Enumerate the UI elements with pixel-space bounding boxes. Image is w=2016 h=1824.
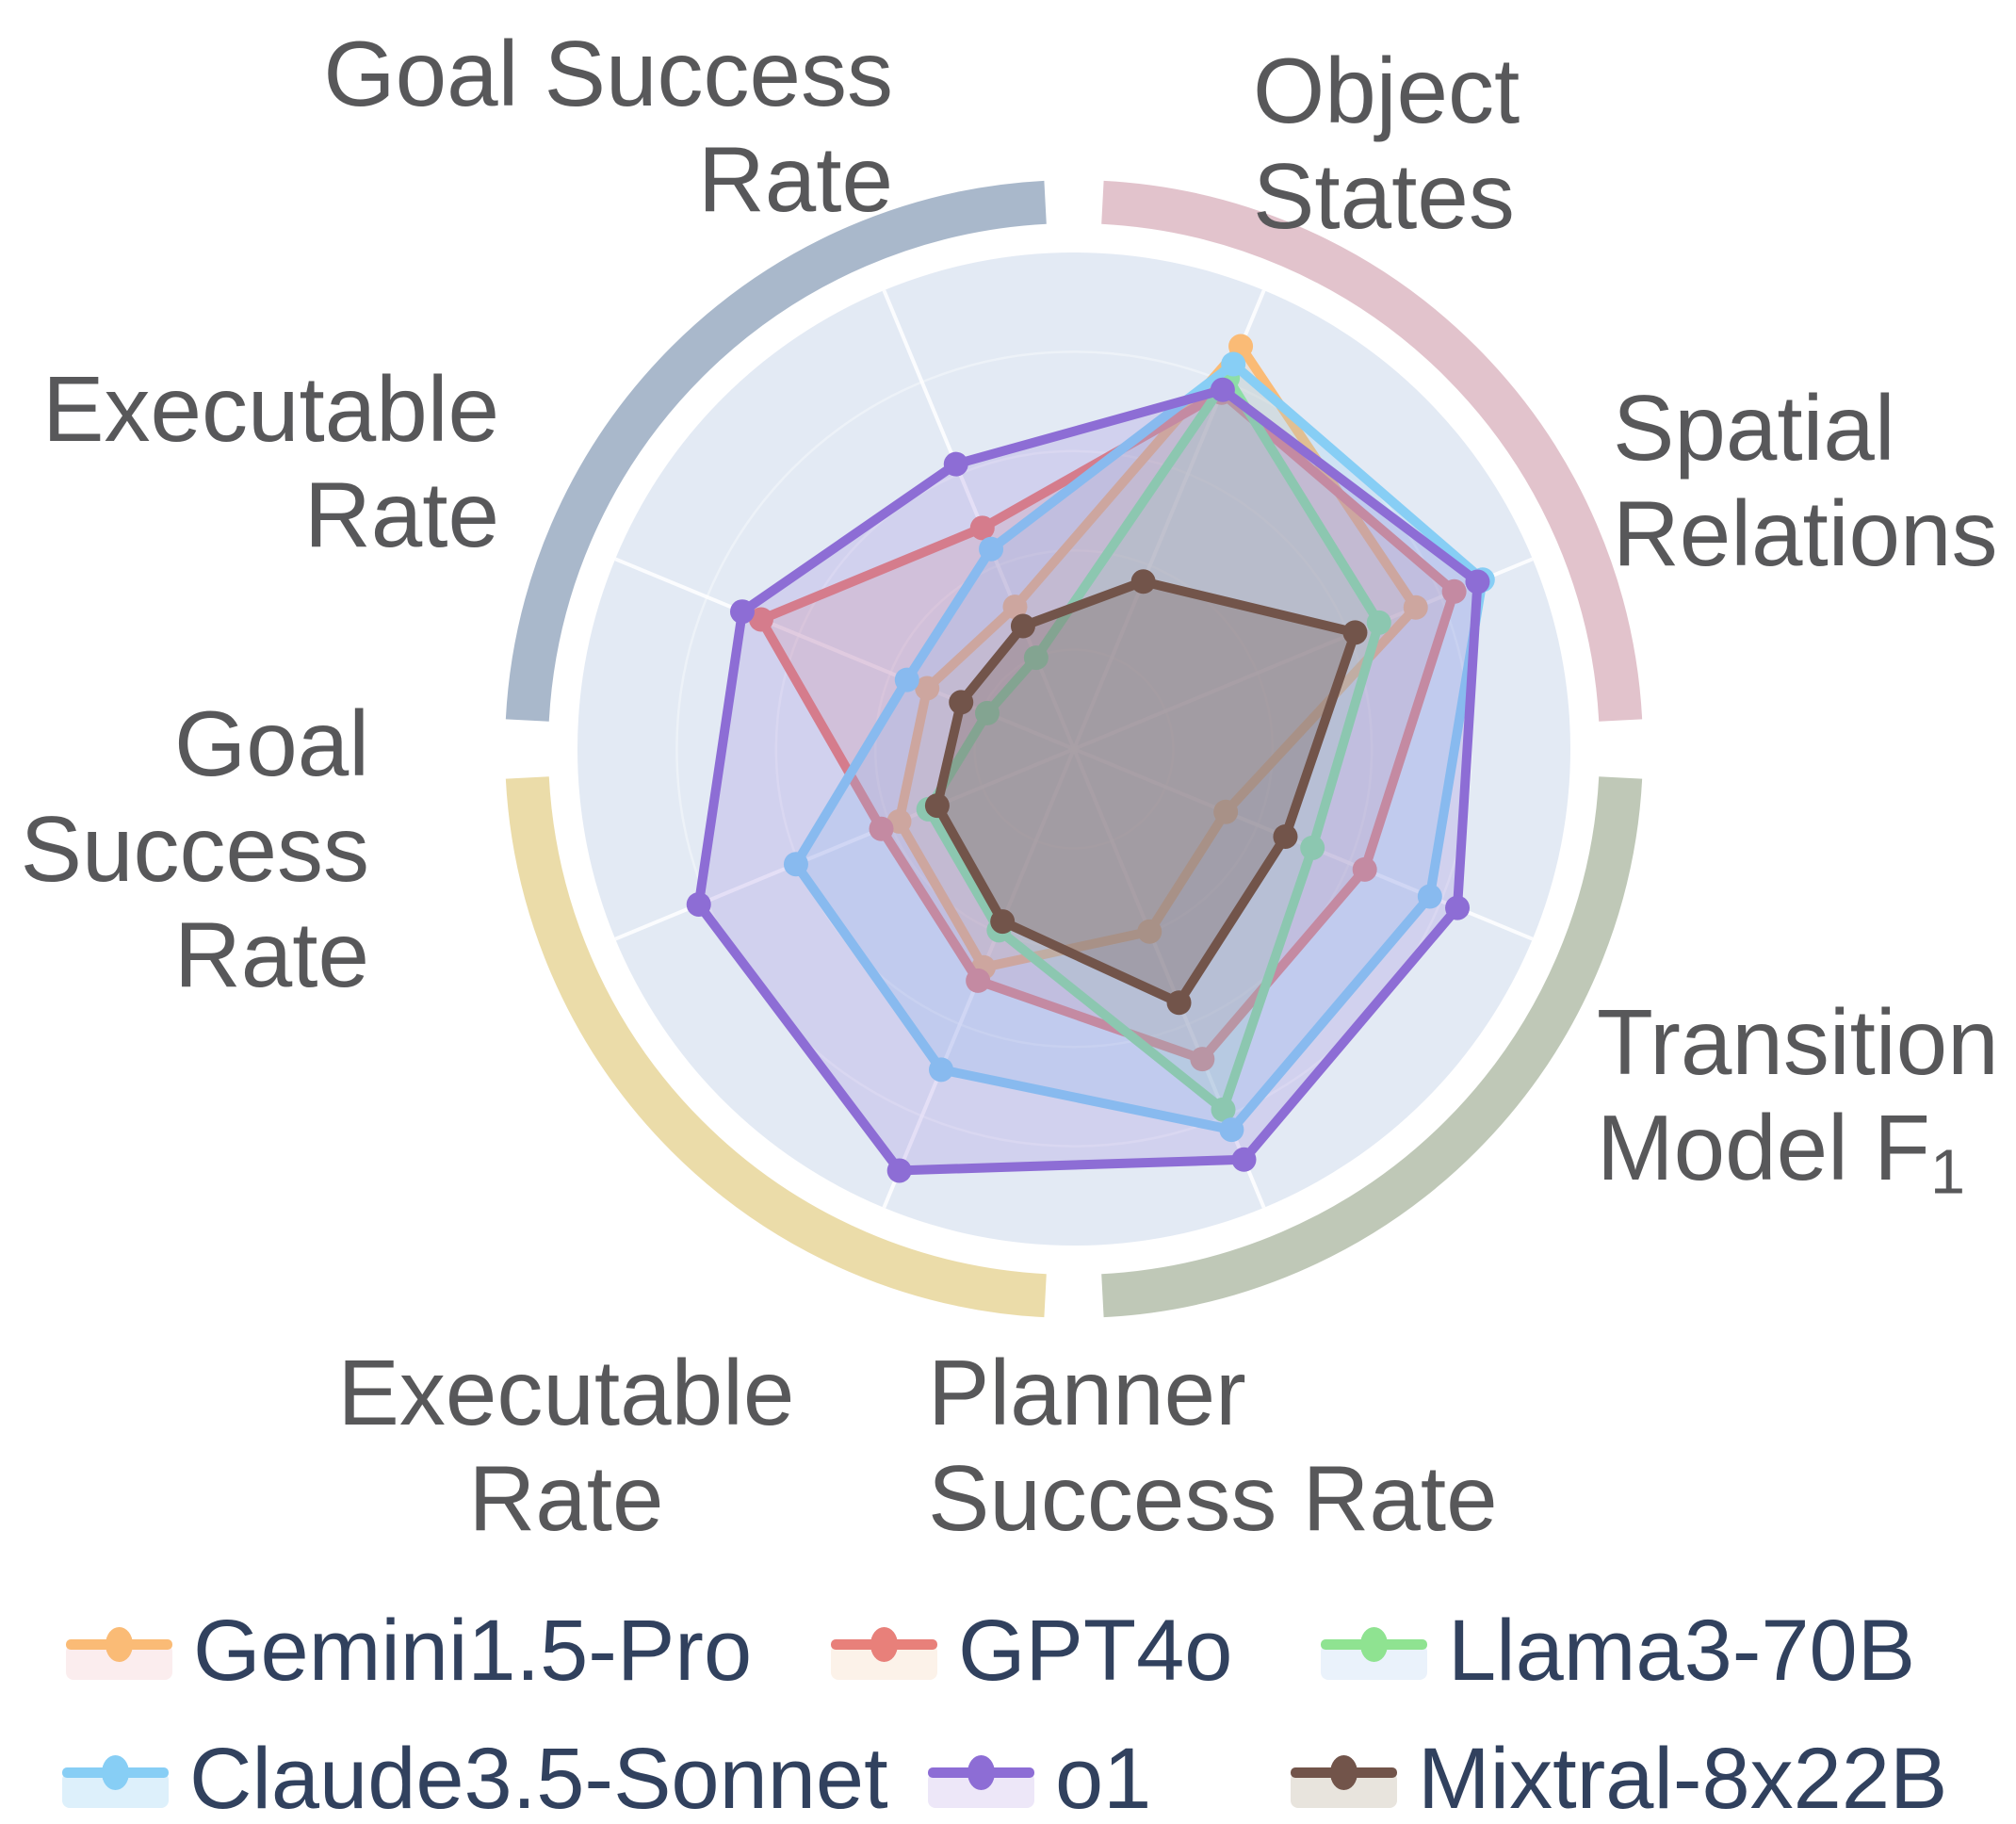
axis-label-goal-success-rate-top: Goal Success Rate [0,21,893,232]
axis-label-line: Goal [173,692,369,795]
legend-dot-icon [967,1755,995,1790]
legend-marker [66,1620,172,1682]
legend-marker [831,1620,937,1682]
axis-label-line: Planner [928,1341,1246,1444]
legend-label: GPT4o [958,1602,1233,1699]
axis-label-line: Spatial [1613,376,1895,480]
axis-label-executable-rate-bottom: Executable Rate [335,1340,797,1551]
axis-label-line: Rate [173,903,369,1006]
axis-label-object-states: Object States [1253,38,1520,249]
legend-dot-icon [106,1627,133,1662]
axis-label-executable-rate-top: Executable Rate [0,356,499,567]
legend-dot-icon [870,1627,898,1662]
legend-marker [928,1748,1034,1810]
axis-label-line: Executable [337,1341,795,1444]
axis-label-line: Executable [42,357,499,461]
legend-marker [62,1748,169,1810]
axis-label-line: States [1253,144,1515,248]
legend-label: Gemini1.5-Pro [193,1602,753,1699]
legend-item-claude: Claude3.5-Sonnet [62,1722,888,1824]
axis-label-line: Rate [468,1446,664,1550]
legend-item-mixtral: Mixtral-8x22B [1291,1722,1947,1824]
legend-dot-icon [102,1755,129,1790]
axis-label-line: Object [1253,39,1520,142]
axis-label-line: Goal Success [323,22,893,125]
legend-label: Claude3.5-Sonnet [189,1730,888,1824]
legend-marker [1321,1620,1427,1682]
axis-label-line: Model F1 [1597,1096,1966,1208]
legend-marker [1291,1748,1397,1810]
axis-label-goal-success-rate-left: Goal Success Rate [0,691,369,1007]
f1-subscript: 1 [1930,1137,1966,1208]
legend-item-o1: o1 [928,1722,1151,1824]
axis-label-transition-model-f1: Transition Model F1 [1597,989,1999,1208]
axis-label-line: Transition [1597,990,1999,1094]
axis-label-line: Relations [1613,481,1998,585]
axis-label-line: Success Rate [928,1446,1498,1550]
axis-label-line: Success [20,797,369,901]
legend-item-gpt4o: GPT4o [831,1594,1232,1707]
legend-label: Llama3-70B [1448,1602,1916,1699]
legend-dot-icon [1330,1755,1358,1790]
axis-label-line: Rate [303,463,499,566]
legend-label: Mixtral-8x22B [1418,1730,1948,1824]
legend-item-llama3: Llama3-70B [1321,1594,1915,1707]
legend-label: o1 [1055,1730,1152,1824]
radar-svg [505,180,1643,1318]
axis-label-spatial-relations: Spatial Relations [1613,375,1998,586]
legend-item-gemini: Gemini1.5-Pro [66,1594,752,1707]
legend-dot-icon [1360,1627,1388,1662]
axis-label-planner-success-rate: Planner Success Rate [928,1340,1498,1551]
axis-label-line: Rate [697,127,893,231]
